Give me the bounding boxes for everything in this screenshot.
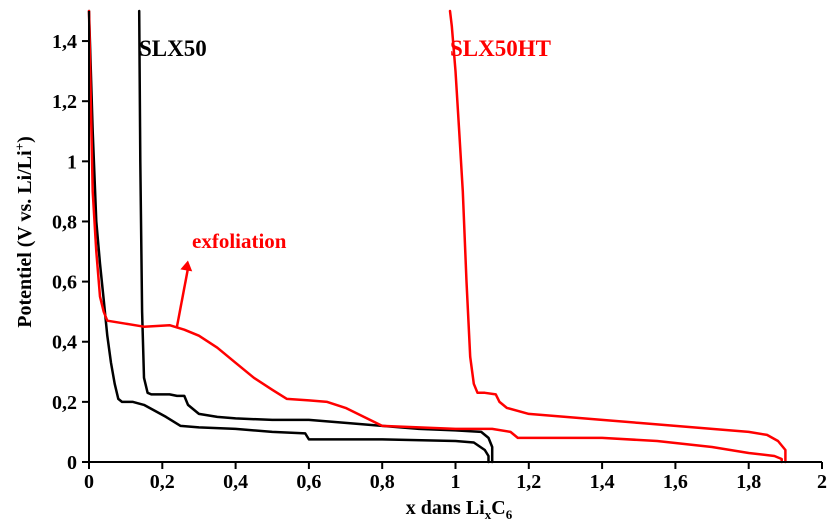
x-tick-label: 1,4: [590, 471, 615, 493]
x-tick-label: 0,8: [370, 471, 395, 493]
x-tick-label: 1,8: [736, 471, 761, 493]
slx50ht-label: SLX50HT: [450, 36, 551, 61]
exfoliation-label: exfoliation: [192, 229, 287, 253]
y-tick-label: 0,8: [52, 211, 77, 233]
x-tick-label: 2: [817, 471, 827, 493]
y-tick-label: 0,4: [52, 332, 77, 354]
arrow-shaft: [175, 268, 190, 327]
series-line-slx50-discharge: [87, 9, 490, 464]
y-ticks: 0 0,2 0,4 0,6 0,8 1 1,2 1,4: [52, 31, 89, 474]
x-tick-label: 0,6: [296, 471, 321, 493]
series-line-slx50-charge: [137, 9, 494, 464]
series-line-slx50ht-charge: [448, 9, 787, 464]
x-tick-label: 0,4: [223, 471, 248, 493]
x-axis-label: x dans LixC6: [406, 497, 513, 522]
y-tick-label: 0: [67, 452, 77, 474]
y-axis-label: Potentiel (V vs. Li/Li+): [12, 136, 36, 328]
slx50-label: SLX50: [139, 36, 207, 61]
x-tick-label: 1,6: [663, 471, 688, 493]
y-tick-label: 1,2: [52, 91, 77, 113]
x-tick-label: 0,2: [150, 471, 175, 493]
series-line-slx50ht-discharge: [87, 9, 783, 464]
exfoliation-arrow: [175, 260, 193, 327]
y-tick-label: 1: [67, 151, 77, 173]
y-tick-label: 0,6: [52, 272, 77, 294]
series-layer: [87, 9, 787, 464]
y-tick-label: 0,2: [52, 392, 77, 414]
arrow-head: [180, 260, 193, 272]
x-ticks: 0 0,2 0,4 0,6 0,8 1 1,2 1,4 1,6 1,8 2: [84, 462, 827, 493]
x-tick-label: 1,2: [516, 471, 541, 493]
x-tick-label: 0: [84, 471, 94, 493]
y-tick-label: 1,4: [52, 31, 77, 53]
x-tick-label: 1: [451, 471, 461, 493]
